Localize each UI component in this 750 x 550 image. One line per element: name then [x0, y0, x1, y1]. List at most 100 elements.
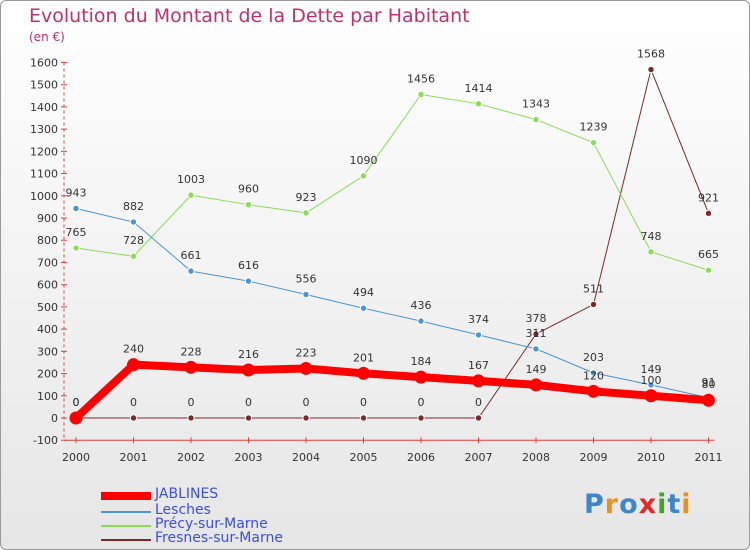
data-point-precy-sur-marne — [589, 138, 598, 147]
data-label-lesches: 374 — [468, 313, 489, 326]
data-label-lesches: 661 — [181, 249, 202, 262]
data-label-lesches: 616 — [238, 259, 259, 272]
data-label-fresnes-sur-marne: 0 — [418, 396, 425, 409]
data-point-fresnes-sur-marne — [417, 414, 425, 422]
data-point-jablines — [184, 360, 198, 374]
data-label-fresnes-sur-marne: 0 — [245, 396, 252, 409]
data-point-precy-sur-marne — [244, 200, 253, 209]
legend-swatch-fresnes-sur-marne — [101, 538, 151, 541]
data-point-precy-sur-marne — [532, 115, 540, 124]
data-point-lesches — [129, 218, 138, 226]
data-label-jablines: 120 — [583, 369, 604, 382]
data-label-jablines: 240 — [123, 343, 144, 356]
data-point-lesches — [589, 369, 598, 377]
data-point-precy-sur-marne — [474, 100, 483, 108]
proxiti-logo: Proxiti — [584, 489, 692, 520]
data-point-jablines — [587, 384, 600, 398]
x-tick-label: 2007 — [465, 451, 493, 464]
data-point-jablines — [472, 374, 485, 388]
data-label-jablines: 80 — [702, 378, 716, 391]
data-label-lesches: 882 — [123, 200, 144, 213]
data-point-fresnes-sur-marne — [532, 330, 540, 338]
data-label-precy-sur-marne: 765 — [66, 226, 87, 239]
x-tick-label: 2001 — [120, 451, 148, 464]
data-point-jablines — [127, 358, 140, 372]
data-label-lesches: 91 — [702, 376, 716, 389]
data-label-lesches: 203 — [583, 351, 604, 364]
legend-swatch-precy-sur-marne — [101, 524, 151, 527]
data-point-lesches — [359, 304, 368, 312]
data-point-lesches — [647, 381, 655, 389]
x-tick-label: 2004 — [292, 451, 320, 464]
data-point-jablines — [299, 361, 313, 375]
logo-letter: i — [681, 489, 692, 520]
y-tick-label: 1500 — [30, 79, 58, 92]
y-tick-label: 100 — [37, 390, 58, 403]
x-tick-label: 2003 — [235, 451, 263, 464]
data-point-fresnes-sur-marne — [129, 414, 138, 422]
data-label-precy-sur-marne: 728 — [123, 234, 144, 247]
data-label-jablines: 184 — [411, 355, 432, 368]
series-line-precy-sur-marne — [75, 93, 709, 271]
data-label-fresnes-sur-marne: 511 — [583, 282, 604, 295]
legend-swatch-lesches — [101, 510, 151, 513]
chart-subtitle: (en €) — [29, 30, 65, 44]
data-label-lesches: 436 — [411, 299, 432, 312]
data-label-jablines: 223 — [296, 346, 317, 359]
legend-item-lesches: Lesches — [101, 502, 211, 519]
data-label-fresnes-sur-marne: 921 — [698, 191, 719, 204]
data-point-precy-sur-marne — [302, 209, 310, 217]
data-label-jablines: 216 — [238, 348, 259, 361]
data-label-jablines: 167 — [468, 359, 489, 372]
x-tick-label: 2002 — [177, 451, 205, 464]
chart-title: Evolution du Montant de la Dette par Hab… — [29, 5, 470, 27]
y-tick-label: 700 — [37, 256, 58, 269]
y-tick-label: 600 — [37, 279, 58, 292]
data-label-precy-sur-marne: 1003 — [177, 173, 205, 186]
data-point-lesches — [532, 345, 540, 353]
x-tick-label: 2005 — [350, 451, 378, 464]
logo-letter: o — [619, 489, 639, 520]
legend-item-fresnes-sur-marne: Fresnes-sur-Marne — [101, 530, 283, 547]
legend-label-precy-sur-marne: Précy-sur-Marne — [155, 516, 268, 532]
data-label-precy-sur-marne: 1090 — [350, 154, 378, 167]
data-label-precy-sur-marne: 665 — [698, 248, 719, 261]
x-tick-label: 2011 — [695, 451, 723, 464]
data-point-jablines — [644, 389, 658, 403]
legend-item-precy-sur-marne: Précy-sur-Marne — [101, 516, 268, 533]
data-point-fresnes-sur-marne — [647, 65, 655, 74]
data-point-precy-sur-marne — [647, 248, 655, 256]
y-tick-label: 1400 — [30, 101, 58, 114]
logo-letter: t — [667, 489, 682, 520]
data-point-fresnes-sur-marne — [589, 300, 598, 309]
y-tick-label: 900 — [37, 212, 58, 225]
data-label-jablines: 228 — [181, 345, 202, 358]
data-point-fresnes-sur-marne — [359, 414, 368, 422]
logo-letter: r — [604, 489, 620, 520]
series-line-fresnes-sur-marne — [76, 69, 709, 419]
y-tick-label: -100 — [33, 434, 58, 447]
y-tick-label: 800 — [37, 234, 58, 247]
data-point-fresnes-sur-marne — [187, 414, 195, 422]
data-point-jablines — [529, 378, 543, 392]
data-label-fresnes-sur-marne: 0 — [188, 396, 195, 409]
data-label-fresnes-sur-marne: 0 — [130, 396, 137, 409]
data-label-lesches: 556 — [296, 272, 317, 285]
y-tick-label: 1000 — [30, 190, 58, 203]
legend-label-lesches: Lesches — [155, 502, 211, 518]
data-point-lesches — [244, 277, 253, 285]
data-label-fresnes-sur-marne: 0 — [475, 396, 482, 409]
data-point-jablines — [414, 370, 428, 384]
legend-swatch-jablines — [101, 491, 151, 500]
data-label-precy-sur-marne: 1414 — [465, 82, 493, 95]
data-point-lesches — [417, 317, 425, 325]
data-point-precy-sur-marne — [187, 191, 195, 199]
data-label-fresnes-sur-marne: 0 — [303, 396, 310, 409]
data-point-precy-sur-marne — [129, 252, 138, 260]
y-tick-label: 1100 — [30, 168, 58, 181]
data-point-lesches — [72, 204, 80, 213]
y-tick-label: 1300 — [30, 123, 58, 136]
y-tick-label: 1600 — [30, 56, 58, 69]
logo-letter: P — [584, 489, 605, 520]
